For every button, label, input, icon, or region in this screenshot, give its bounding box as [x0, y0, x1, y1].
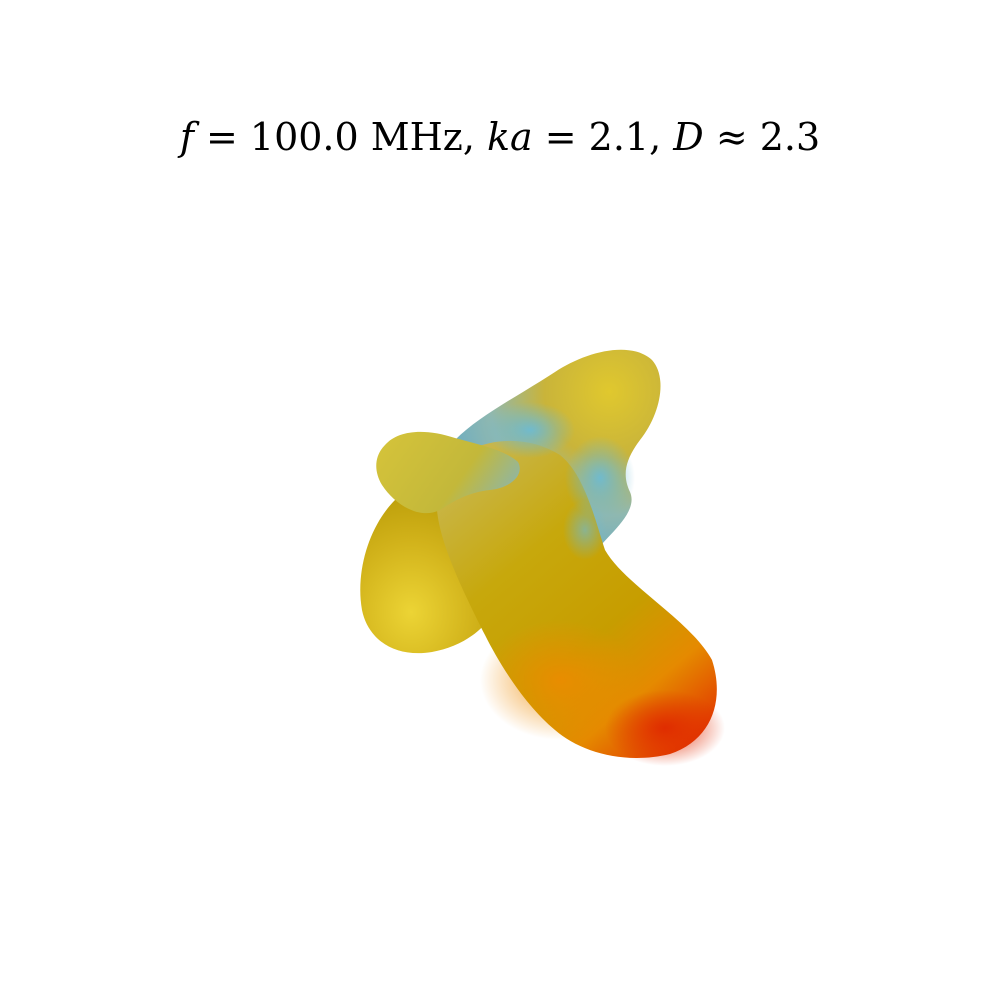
null-region-right	[565, 436, 635, 520]
title-d-rest: ≈ 2.3	[703, 115, 821, 159]
hotspot-orange	[480, 620, 640, 740]
hotspot-red	[605, 690, 725, 766]
title-ka-rest: = 2.1,	[532, 115, 674, 159]
null-region-center	[563, 500, 607, 560]
title-f-symbol: f	[179, 115, 194, 159]
title-ka-symbol: ka	[486, 115, 533, 159]
plot-title: f = 100.0 MHz, ka = 2.1, D ≈ 2.3	[0, 118, 1000, 156]
null-region-upper	[485, 402, 575, 458]
lobe-main	[436, 440, 717, 758]
title-d-symbol: D	[673, 115, 704, 159]
lobe-upper-left	[376, 431, 520, 514]
title-f-rest: = 100.0 MHz,	[193, 115, 487, 159]
